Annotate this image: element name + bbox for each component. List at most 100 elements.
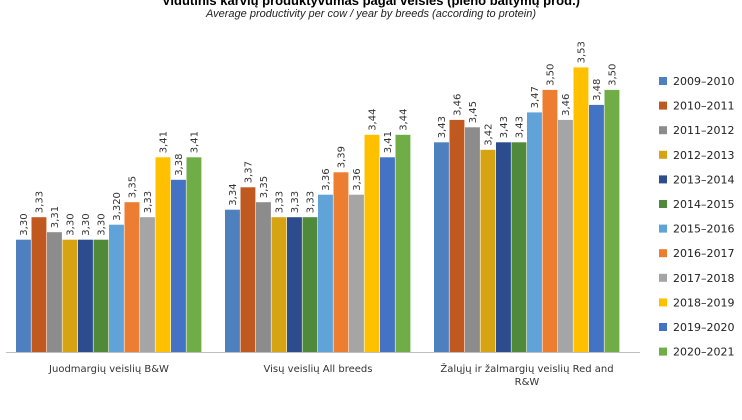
bar-2015–2016-cat1 bbox=[318, 194, 333, 352]
value-label: 3,42 bbox=[483, 124, 494, 146]
value-label: 3,33 bbox=[305, 191, 316, 213]
bar-2018–2019-cat2 bbox=[573, 67, 589, 353]
legend-label: 2020–2021 bbox=[673, 346, 735, 359]
bar-2017–2018-cat0 bbox=[140, 217, 155, 352]
bar-2013–2014-cat2 bbox=[496, 142, 511, 352]
legend-swatch bbox=[659, 175, 667, 184]
bar-2010–2011-cat0 bbox=[31, 217, 47, 352]
bar-2015–2016-cat0 bbox=[109, 224, 124, 352]
legend-swatch bbox=[659, 200, 667, 208]
bar-2014–2015-cat0 bbox=[93, 239, 109, 352]
category-label: Žalųjų ir žalmargių veislių Red and bbox=[440, 362, 613, 375]
bar-2014–2015-cat1 bbox=[302, 217, 318, 352]
value-label: 3,320 bbox=[112, 192, 123, 221]
category-label: R&W bbox=[515, 377, 540, 388]
value-label: 3,47 bbox=[530, 86, 541, 108]
value-label: 3,46 bbox=[452, 94, 463, 116]
bar-2014–2015-cat2 bbox=[511, 142, 527, 352]
bar-2020–2021-cat2 bbox=[604, 89, 620, 353]
bar-2017–2018-cat1 bbox=[349, 194, 364, 352]
value-label: 3,50 bbox=[545, 64, 556, 86]
legend-swatch bbox=[659, 273, 667, 282]
value-label: 3,48 bbox=[592, 79, 603, 101]
legend-label: 2017–2018 bbox=[673, 272, 735, 285]
value-label: 3,43 bbox=[437, 116, 448, 138]
bar-2013–2014-cat0 bbox=[78, 239, 93, 352]
legend-swatch bbox=[659, 224, 667, 233]
legend-swatch bbox=[659, 347, 667, 356]
bar-2013–2014-cat1 bbox=[287, 217, 302, 352]
legend-label: 2013–2014 bbox=[673, 173, 735, 186]
legend-swatch bbox=[659, 298, 667, 307]
legend-label: 2014–2015 bbox=[673, 198, 735, 211]
bar-2019–2020-cat0 bbox=[171, 179, 186, 352]
value-label: 3,33 bbox=[274, 191, 285, 213]
legend-label: 2011–2012 bbox=[673, 124, 735, 137]
value-label: 3,31 bbox=[50, 206, 61, 228]
bar-2016–2017-cat1 bbox=[333, 172, 349, 352]
category-label: Visų veislių All breeds bbox=[264, 364, 373, 375]
legend-label: 2018–2019 bbox=[673, 296, 735, 309]
value-label: 3,50 bbox=[607, 64, 618, 86]
legend-swatch bbox=[659, 126, 667, 135]
value-label: 3,35 bbox=[259, 176, 270, 198]
bar-2012–2013-cat0 bbox=[62, 239, 78, 352]
bar-2010–2011-cat2 bbox=[449, 119, 465, 353]
legend-label: 2019–2020 bbox=[673, 321, 735, 334]
legend-swatch bbox=[659, 101, 667, 110]
value-label: 3,37 bbox=[243, 161, 254, 183]
legend-swatch bbox=[659, 150, 667, 159]
value-label: 3,43 bbox=[514, 116, 525, 138]
bar-2011–2012-cat1 bbox=[256, 202, 271, 352]
bar-2010–2011-cat1 bbox=[240, 187, 256, 352]
bar-2016–2017-cat0 bbox=[124, 202, 140, 352]
bar-2009–2010-cat1 bbox=[225, 209, 240, 352]
value-label: 3,39 bbox=[336, 146, 347, 168]
value-label: 3,41 bbox=[158, 131, 169, 153]
legend-label: 2012–2013 bbox=[673, 149, 735, 162]
bar-2018–2019-cat0 bbox=[155, 157, 171, 352]
bar-2009–2010-cat2 bbox=[434, 142, 449, 352]
value-label: 3,44 bbox=[367, 109, 378, 131]
value-label: 3,36 bbox=[352, 168, 363, 190]
value-label: 3,43 bbox=[499, 116, 510, 138]
bar-2019–2020-cat1 bbox=[380, 157, 395, 352]
legend-label: 2009–2010 bbox=[673, 75, 735, 88]
value-label: 3,35 bbox=[127, 176, 138, 198]
value-label: 3,30 bbox=[81, 213, 92, 235]
value-label: 3,33 bbox=[290, 191, 301, 213]
bar-2020–2021-cat0 bbox=[186, 157, 202, 352]
bar-2012–2013-cat1 bbox=[271, 217, 287, 352]
bar-2015–2016-cat2 bbox=[527, 112, 542, 353]
category-label: Juodmargių veislių B&W bbox=[48, 364, 169, 375]
value-label: 3,44 bbox=[398, 109, 409, 131]
legend-label: 2015–2016 bbox=[673, 223, 735, 236]
legend-swatch bbox=[659, 249, 667, 258]
value-label: 3,41 bbox=[189, 131, 200, 153]
legend-label: 2010–2011 bbox=[673, 100, 735, 113]
bar-2011–2012-cat2 bbox=[465, 127, 480, 352]
chart-title: Vidutinis karvių produktyvumas pagal vei… bbox=[161, 0, 581, 8]
bar-2012–2013-cat2 bbox=[480, 149, 496, 352]
bar-2020–2021-cat1 bbox=[395, 134, 411, 352]
chart-subtitle: Average productivity per cow / year by b… bbox=[206, 8, 536, 20]
value-label: 3,45 bbox=[468, 101, 479, 123]
legend-label: 2016–2017 bbox=[673, 247, 735, 260]
value-label: 3,41 bbox=[383, 131, 394, 153]
bar-2019–2020-cat2 bbox=[589, 104, 604, 353]
value-label: 3,33 bbox=[34, 191, 45, 213]
value-label: 3,38 bbox=[174, 154, 185, 176]
bar-2018–2019-cat1 bbox=[364, 134, 380, 352]
bar-2017–2018-cat2 bbox=[558, 119, 573, 353]
value-label: 3,46 bbox=[561, 94, 572, 116]
value-label: 3,30 bbox=[65, 213, 76, 235]
bar-2009–2010-cat0 bbox=[16, 239, 31, 352]
bar-2011–2012-cat0 bbox=[47, 232, 62, 352]
bar-2016–2017-cat2 bbox=[542, 89, 558, 353]
value-label: 3,53 bbox=[576, 41, 587, 63]
value-label: 3,33 bbox=[143, 191, 154, 213]
legend-swatch bbox=[659, 77, 667, 85]
legend-swatch bbox=[659, 323, 667, 331]
